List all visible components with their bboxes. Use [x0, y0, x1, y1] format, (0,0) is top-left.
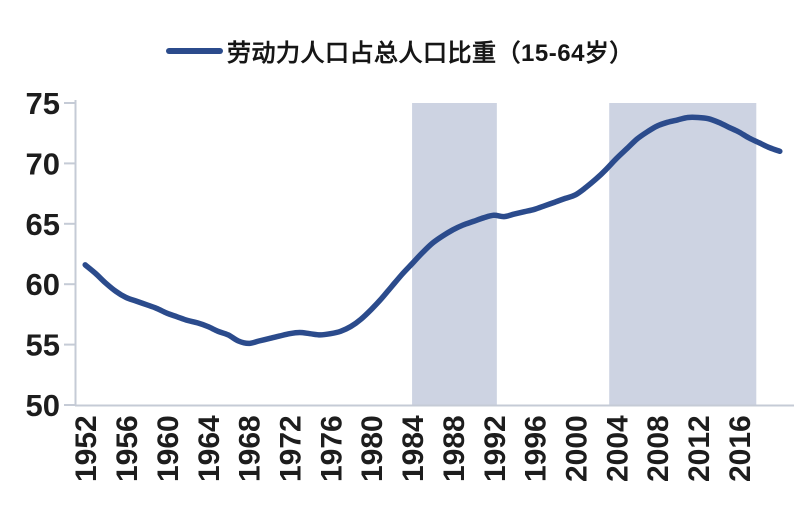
- legend-label: 劳动力人口占总人口比重（15-64岁）: [227, 40, 634, 67]
- x-tick-label: 1968: [234, 415, 267, 482]
- x-tick-label: 1996: [520, 415, 553, 482]
- x-tick-label: 2004: [601, 415, 634, 482]
- x-tick-label: 1992: [479, 415, 512, 482]
- y-tick-label: 60: [26, 267, 60, 302]
- y-tick-label: 70: [26, 146, 60, 181]
- y-tick-label: 65: [26, 207, 60, 242]
- x-tick-label: 2016: [724, 415, 757, 482]
- y-tick-label: 50: [26, 388, 60, 423]
- x-tick-label: 1984: [397, 415, 430, 482]
- x-tick-label: 1972: [275, 415, 308, 482]
- x-tick-label: 1960: [152, 415, 185, 482]
- x-tick-label: 1976: [315, 415, 348, 482]
- legend-line-swatch: [166, 47, 224, 54]
- chart-legend: 劳动力人口占总人口比重（15-64岁）: [0, 33, 800, 68]
- highlight-band: [412, 103, 497, 405]
- x-tick-label: 1956: [111, 415, 144, 482]
- x-tick-label: 1952: [70, 415, 103, 482]
- x-tick-label: 2000: [561, 415, 594, 482]
- x-tick-label: 2008: [642, 415, 675, 482]
- labor-share-line: [82, 114, 783, 347]
- highlight-band: [609, 103, 757, 405]
- x-tick-label: 1988: [438, 415, 471, 482]
- y-tick-label: 55: [26, 328, 60, 363]
- x-tick-label: 1964: [193, 415, 226, 482]
- x-tick-label: 2012: [683, 415, 716, 482]
- y-tick-label: 75: [26, 86, 60, 121]
- x-tick-label: 1980: [356, 415, 389, 482]
